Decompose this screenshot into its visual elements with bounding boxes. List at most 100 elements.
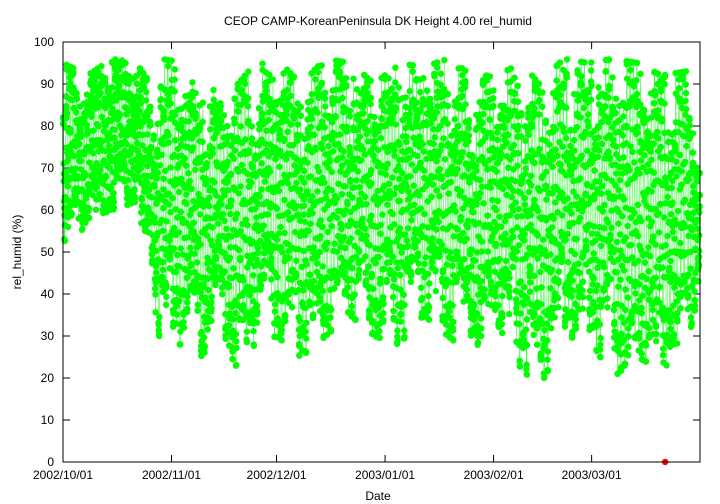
data-point <box>581 59 588 66</box>
x-tick-label: 2002/12/01 <box>247 468 307 482</box>
data-point <box>390 307 397 315</box>
data-point <box>613 143 620 150</box>
data-point <box>307 173 314 180</box>
data-point <box>438 175 445 183</box>
data-point <box>536 268 544 276</box>
data-point <box>399 116 406 124</box>
data-point <box>285 241 292 248</box>
data-point <box>494 129 501 136</box>
data-point <box>297 217 304 224</box>
data-point <box>473 201 480 208</box>
data-point <box>253 319 261 326</box>
data-point <box>663 331 671 338</box>
data-point <box>573 235 580 243</box>
data-point <box>249 251 257 259</box>
data-point <box>576 214 584 222</box>
data-point <box>696 232 703 239</box>
data-point <box>343 83 350 90</box>
data-point <box>547 285 554 292</box>
data-point <box>160 204 167 212</box>
data-point <box>378 97 385 105</box>
data-point <box>641 152 648 159</box>
data-point <box>446 314 453 321</box>
data-point <box>527 211 535 219</box>
data-point <box>369 285 377 292</box>
data-point <box>494 197 501 205</box>
data-point <box>599 140 606 148</box>
data-point <box>391 221 398 228</box>
data-point <box>397 272 404 279</box>
data-point <box>514 98 522 105</box>
data-point <box>572 311 579 318</box>
data-point <box>631 209 638 217</box>
data-point <box>319 145 326 152</box>
data-point <box>685 176 693 183</box>
data-point <box>489 196 496 204</box>
data-point <box>308 115 316 123</box>
data-point <box>510 141 518 149</box>
data-point <box>201 349 208 356</box>
data-point <box>536 111 543 118</box>
data-point <box>284 209 292 216</box>
data-point <box>218 276 225 283</box>
data-point <box>266 71 273 79</box>
data-point <box>465 117 473 124</box>
data-point <box>604 219 612 226</box>
data-point <box>184 305 191 312</box>
data-point <box>344 200 351 208</box>
data-point <box>203 160 210 167</box>
data-point <box>622 306 629 314</box>
data-point <box>214 220 222 227</box>
data-point <box>64 223 72 231</box>
data-point <box>522 326 530 333</box>
data-point <box>313 289 320 297</box>
data-point <box>685 232 692 239</box>
data-point <box>652 241 659 248</box>
data-point <box>486 116 494 124</box>
data-point <box>572 316 580 323</box>
data-point <box>502 230 509 238</box>
data-point <box>661 80 668 88</box>
data-point <box>248 123 255 130</box>
data-point <box>366 217 374 224</box>
data-point <box>232 361 240 369</box>
data-point <box>316 294 324 301</box>
data-point <box>165 139 172 146</box>
data-point <box>68 210 76 218</box>
data-point <box>544 367 552 375</box>
data-point <box>670 330 678 338</box>
data-point <box>624 222 631 230</box>
data-point <box>686 116 693 124</box>
data-point <box>507 156 514 163</box>
data-point <box>302 328 309 335</box>
data-point <box>163 218 170 225</box>
data-point <box>231 120 238 127</box>
data-point <box>617 247 624 254</box>
data-point <box>631 159 638 166</box>
data-point <box>255 105 263 112</box>
data-point <box>380 300 387 308</box>
data-point <box>627 67 634 74</box>
data-point <box>506 212 514 219</box>
data-point <box>681 196 689 203</box>
data-point <box>470 301 478 308</box>
data-point <box>185 170 192 177</box>
data-point <box>385 75 392 82</box>
data-point <box>417 284 425 291</box>
data-point <box>570 188 577 195</box>
data-point <box>408 161 416 168</box>
data-point <box>391 92 399 100</box>
data-point <box>382 93 389 101</box>
data-point <box>564 258 572 266</box>
data-point <box>525 188 533 196</box>
data-point <box>170 245 178 252</box>
data-point <box>201 334 208 341</box>
data-point <box>317 233 324 240</box>
data-point <box>508 193 515 201</box>
data-point <box>310 311 317 318</box>
data-point <box>521 201 528 208</box>
data-point <box>681 158 689 166</box>
data-point <box>583 181 591 189</box>
data-point <box>86 159 93 166</box>
data-point <box>274 274 281 281</box>
